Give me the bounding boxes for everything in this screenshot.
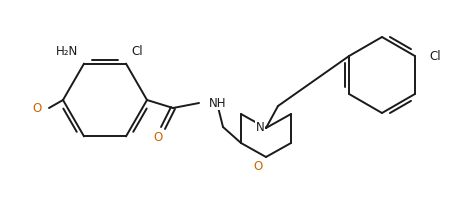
Text: N: N [256, 121, 264, 134]
Text: O: O [153, 131, 163, 144]
Text: H₂N: H₂N [56, 45, 78, 58]
Text: O: O [253, 159, 262, 172]
Text: O: O [33, 101, 42, 114]
Text: Cl: Cl [131, 45, 143, 58]
Text: Cl: Cl [429, 50, 440, 62]
Text: NH: NH [209, 97, 227, 110]
